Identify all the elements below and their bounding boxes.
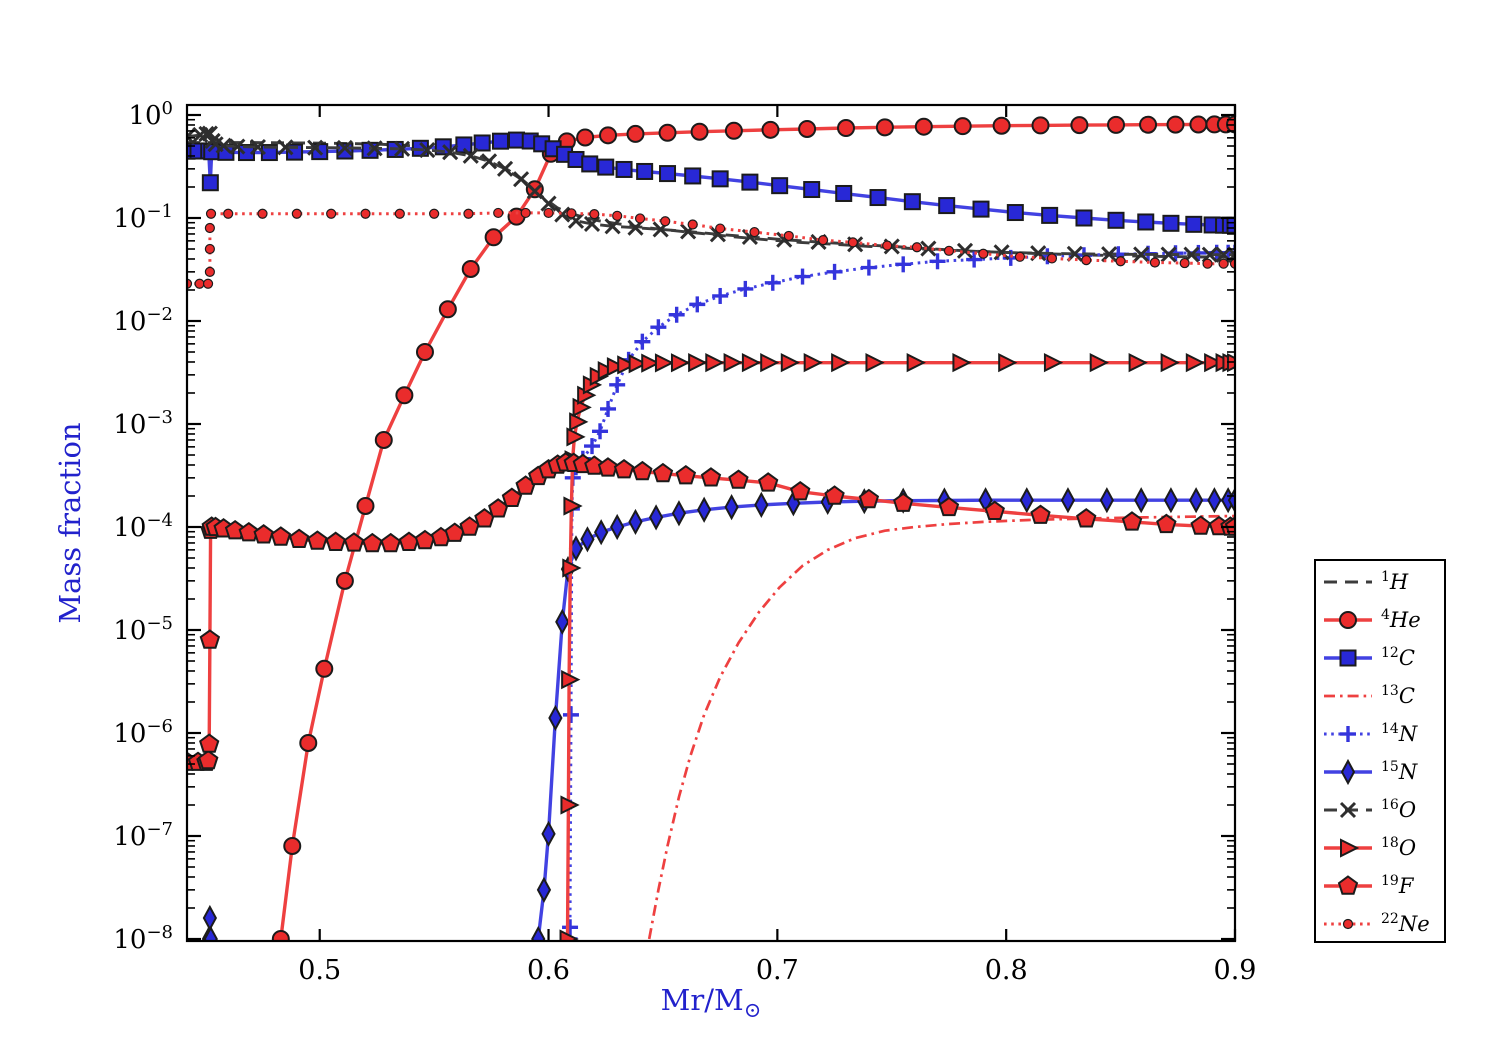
y-tick-label: 10−5 bbox=[113, 613, 173, 646]
y-tick-label: 10−2 bbox=[113, 304, 173, 337]
series-O16 bbox=[187, 125, 1235, 263]
series-C13 bbox=[647, 514, 1235, 940]
legend-entry-F19: 19F bbox=[1324, 873, 1415, 898]
legend-label: 1H bbox=[1381, 569, 1409, 594]
y-tick-label: 10−4 bbox=[113, 510, 173, 543]
y-tick-label: 10−3 bbox=[113, 407, 173, 440]
x-tick-label: 0.5 bbox=[298, 955, 341, 986]
series-O16-line bbox=[187, 132, 1235, 257]
legend-entry-N15: 15N bbox=[1324, 758, 1418, 786]
legend-entry-O18: 18O bbox=[1324, 835, 1416, 860]
legend-label: 16O bbox=[1381, 797, 1416, 822]
x-tick-label: 0.6 bbox=[527, 955, 570, 986]
legend-label: 19F bbox=[1381, 873, 1415, 898]
legend-label: 18O bbox=[1381, 835, 1416, 860]
y-tick-label: 10−8 bbox=[113, 922, 173, 955]
legend-label: 13C bbox=[1381, 683, 1415, 708]
legend-label: 12C bbox=[1381, 645, 1415, 670]
x-tick-label: 0.9 bbox=[1214, 955, 1257, 986]
legend-label: 14N bbox=[1381, 721, 1418, 746]
y-tick-label: 10−1 bbox=[113, 201, 173, 234]
x-axis-label: Mr/M⊙ bbox=[661, 983, 762, 1022]
legend-label: 4He bbox=[1381, 607, 1421, 632]
legend-box bbox=[1314, 559, 1446, 943]
y-tick-label: 10−7 bbox=[113, 819, 173, 852]
legend-entry-He4: 4He bbox=[1324, 607, 1421, 632]
series-O18 bbox=[559, 353, 1235, 941]
legend-label: 15N bbox=[1381, 759, 1418, 784]
legend-entry-Ne22: 22Ne bbox=[1324, 911, 1430, 936]
y-tick-label: 100 bbox=[128, 98, 173, 131]
series-Ne22 bbox=[187, 207, 1235, 289]
series-He4 bbox=[271, 115, 1235, 941]
series-C12 bbox=[187, 131, 1235, 234]
x-tick-label: 0.7 bbox=[756, 955, 799, 986]
legend-label: 22Ne bbox=[1381, 911, 1430, 936]
legend-entry-N14: 14N bbox=[1324, 721, 1418, 746]
y-axis-label: Mass fraction bbox=[53, 422, 87, 623]
legend-entry-H1: 1H bbox=[1324, 569, 1409, 594]
series-F19 bbox=[187, 452, 1235, 771]
y-tick-label: 10−6 bbox=[113, 716, 173, 749]
legend: 1H 4He 12C 13C 14N 15N 16O 18O 19F 22Ne bbox=[1314, 559, 1446, 943]
axes-ticks: 0.5 0.6 0.7 0.8 0.9 100 10−1 10−2 10−3 10−4 10−5 10… bbox=[113, 98, 1256, 986]
x-tick-label: 0.8 bbox=[985, 955, 1028, 986]
legend-entry-C12: 12C bbox=[1324, 645, 1415, 670]
series-C13-line bbox=[647, 514, 1235, 940]
legend-entry-C13: 13C bbox=[1324, 683, 1415, 708]
legend-entry-O16: 16O bbox=[1324, 797, 1416, 822]
plot-frame bbox=[185, 103, 1237, 943]
